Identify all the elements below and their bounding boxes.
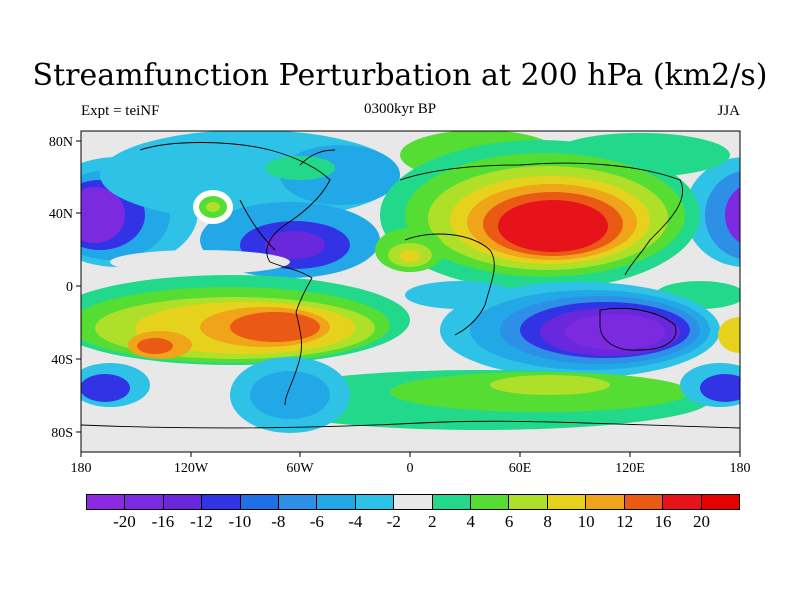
colorbar-swatch [663, 495, 702, 509]
plot-title: Streamfunction Perturbation at 200 hPa (… [32, 58, 768, 93]
lon-label: 60E [509, 461, 532, 476]
contour-field [81, 131, 740, 452]
colorbar-swatch [586, 495, 625, 509]
colorbar-label: -4 [348, 512, 363, 531]
americas-coast [139, 142, 331, 406]
lon-label: 120W [174, 461, 209, 476]
colorbar-swatch [701, 495, 739, 509]
pacific-small-high [193, 190, 233, 224]
colorbar-swatch [317, 495, 356, 509]
colorbar-swatch [471, 495, 510, 509]
lat-label: 40N [49, 207, 73, 222]
colorbar-label: -8 [271, 512, 286, 531]
colorbar-swatch [240, 495, 280, 509]
coastlines [81, 142, 740, 429]
colorbar-label: 20 [693, 512, 711, 531]
southern-band [81, 317, 740, 433]
colorbar [86, 494, 740, 510]
south-indian-low [440, 282, 720, 378]
africa-coast [404, 233, 495, 336]
africa-north [375, 228, 445, 272]
colorbar-label: 10 [577, 512, 595, 531]
colorbar-label: -2 [386, 512, 401, 531]
colorbar-swatch [202, 495, 241, 509]
lat-label: 80S [51, 426, 73, 441]
lon-label: 0 [407, 461, 414, 476]
colorbar-swatch [279, 495, 318, 509]
time-label: 0300kyr BP [363, 101, 437, 117]
colorbar-swatch [87, 495, 126, 509]
colorbar-swatch [394, 495, 433, 509]
colorbar-label: 2 [427, 512, 437, 531]
colorbar-swatch [355, 495, 395, 509]
latitude-labels: 80N 40N 0 40S 80S [49, 135, 73, 441]
colorbar-label: 4 [466, 512, 475, 531]
colorbar-labels: -20 -16 -12 -10 -8 -6 -4 -2 2 4 6 8 10 12 16 20 [86, 510, 740, 534]
colorbar-label: 8 [543, 512, 552, 531]
longitude-labels: 180 120W 60W 0 60E 120E 180 [71, 461, 751, 476]
colorbar-swatch [125, 495, 164, 509]
lon-label: 180 [71, 461, 92, 476]
colorbar-label: 16 [654, 512, 672, 531]
colorbar-label: -6 [309, 512, 324, 531]
season-label: JJA [717, 103, 740, 119]
lon-label: 120E [615, 461, 645, 476]
colorbar-swatch [509, 495, 548, 509]
colorbar-swatch [547, 495, 587, 509]
south-pacific-high [81, 275, 410, 365]
australia-coast [599, 307, 677, 351]
eurasian-high [380, 140, 700, 290]
lon-label: 180 [730, 461, 751, 476]
antarctica-coast [81, 420, 740, 429]
colorbar-swatch [163, 495, 203, 509]
lat-label: 40S [51, 353, 73, 368]
lon-label: 60W [286, 461, 314, 476]
colorbar-swatch [624, 495, 664, 509]
colorbar-label: -10 [228, 512, 252, 531]
colorbar-label: 12 [616, 512, 634, 531]
colorbar-label: 6 [504, 512, 514, 531]
colorbar-swatch [432, 495, 472, 509]
experiment-label: Expt = teiNF [81, 103, 160, 119]
axis-ticks [76, 140, 741, 457]
colorbar-label: -20 [113, 512, 136, 531]
eurasia-coast [399, 162, 684, 276]
colorbar-label: -12 [190, 512, 213, 531]
atlantic-low [100, 131, 400, 278]
lat-label: 80N [49, 135, 73, 150]
greenland-coast [299, 149, 336, 166]
central-america-coast [239, 199, 276, 251]
lat-label: 0 [66, 280, 73, 295]
colorbar-label: -16 [151, 512, 175, 531]
